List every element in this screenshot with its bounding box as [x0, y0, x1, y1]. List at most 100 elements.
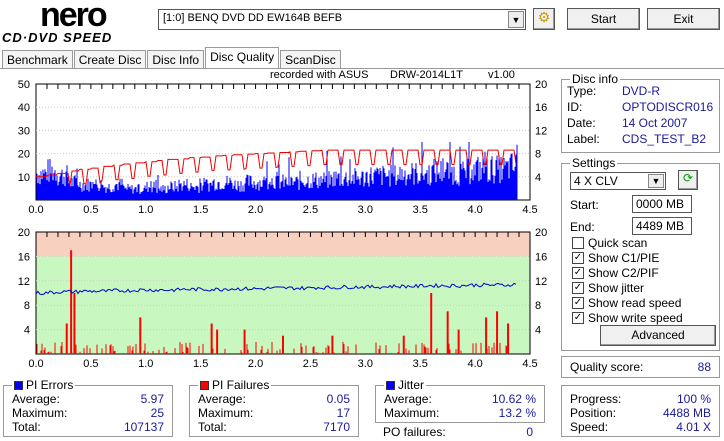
quality-score-group: Quality score: 88 [561, 356, 720, 378]
label: Average: [198, 392, 246, 406]
po-failures-label: PO failures: [383, 425, 446, 439]
label: Total: [12, 420, 41, 434]
disc-info-value: DVD-R [622, 84, 660, 98]
checkbox[interactable]: ✓ [572, 297, 584, 309]
x-tick-label: 3.5 [413, 204, 428, 216]
checkbox-label: Show C2/PIF [588, 266, 659, 280]
checkbox-option[interactable]: ✓ Show write speed [572, 311, 683, 325]
label: Maximum: [198, 406, 254, 420]
pif-total: 7170 [323, 420, 350, 434]
checkbox[interactable]: ✓ [572, 312, 584, 324]
pif-average: 0.05 [326, 392, 350, 406]
tab-disc-info[interactable]: Disc Info [147, 50, 205, 68]
advanced-button[interactable]: Advanced [600, 325, 716, 346]
y-tick-left: 30 [18, 125, 30, 137]
y-tick-right: 4 [535, 172, 541, 184]
disc-info-group: Disc info Type: DVD-R ID: OPTODISCR016 Date:… [561, 72, 720, 153]
pie-average: 5.97 [140, 392, 164, 406]
checkbox[interactable]: ✓ [572, 282, 584, 294]
y-tick-left: 4 [24, 325, 30, 337]
y-tick-right: 20 [535, 227, 547, 239]
drive-select[interactable]: [1:0] BENQ DVD DD EW164B BEFB ▼ [158, 9, 526, 30]
checkbox[interactable]: ✓ [572, 267, 584, 279]
x-tick-label: 0.5 [83, 204, 98, 216]
label: Average: [384, 392, 432, 406]
y-tick-left: 16 [18, 251, 30, 263]
y-tick-left: 20 [18, 149, 30, 161]
nero-logo: nero [40, 0, 108, 34]
end-input[interactable]: 4489 MB [632, 217, 692, 235]
pif-maximum: 17 [336, 406, 350, 420]
y-tick-left: 20 [18, 227, 30, 239]
settings-group: Settings 4 X CLV ▼ ⟳ Start: 0000 MB End: … [561, 156, 720, 351]
exit-button[interactable]: Exit [647, 8, 720, 30]
drive-value: [1:0] BENQ DVD DD EW164B BEFB [163, 12, 343, 24]
jitter-average: 10.62 % [491, 392, 536, 406]
checkbox-option[interactable]: Quick scan [572, 236, 647, 250]
y-tick-right: 12 [535, 125, 547, 137]
quality-score-value: 88 [697, 360, 711, 374]
jitter-group: Jitter Average: 10.62 % Maximum: 13.2 % [375, 378, 545, 423]
x-tick-label: 0.0 [28, 204, 43, 216]
x-tick-label: 1.5 [193, 204, 208, 216]
x-tick-label: 0.0 [28, 358, 43, 370]
jitter-title: Jitter [398, 378, 425, 392]
position-value: 4488 MB [662, 406, 711, 420]
tab-benchmark[interactable]: Benchmark [2, 50, 73, 68]
chevron-down-icon[interactable]: ▼ [508, 11, 524, 28]
checkbox-option[interactable]: ✓ Show C2/PIF [572, 266, 659, 280]
speed-value: 4 X CLV [574, 174, 618, 188]
pi-errors-color-icon [14, 381, 23, 391]
y-tick-left: 12 [18, 276, 30, 288]
drive-settings-icon[interactable]: ⚙ [533, 8, 555, 30]
tab-disc-quality[interactable]: Disc Quality [205, 47, 280, 68]
speed-value: 4.01 X [676, 420, 711, 434]
disc-info-key: ID: [567, 100, 583, 114]
po-failures-value: 0 [526, 425, 533, 439]
x-tick-label: 1.5 [193, 358, 208, 370]
disc-info-value: OPTODISCR016 [622, 100, 714, 114]
checkbox-option[interactable]: ✓ Show C1/PIE [572, 251, 659, 265]
recorder-version: v1.00 [488, 69, 515, 81]
pi-failures-group: PI Failures Average: 0.05 Maximum: 17 Tota… [189, 378, 359, 437]
start-button[interactable]: Start [567, 8, 640, 30]
y-tick-left: 40 [18, 102, 30, 114]
pi-errors-title: PI Errors [26, 378, 74, 392]
y-tick-left: 10 [18, 172, 30, 184]
x-tick-label: 3.0 [358, 358, 373, 370]
disc-info-key: Label: [567, 132, 600, 146]
x-tick-label: 2.5 [303, 358, 318, 370]
x-tick-label: 2.0 [248, 358, 263, 370]
checkbox[interactable] [572, 237, 584, 249]
jitter-line [35, 282, 517, 295]
disc-info-value: 14 Oct 2007 [622, 116, 688, 130]
recorder-drive: DRW-2014L1T [390, 69, 463, 81]
checkbox[interactable]: ✓ [572, 252, 584, 264]
pie-maximum: 25 [150, 406, 164, 420]
chevron-down-icon[interactable]: ▼ [648, 174, 664, 188]
checkbox-option[interactable]: ✓ Show jitter [572, 281, 644, 295]
tab-scandisc[interactable]: ScanDisc [280, 50, 341, 68]
disc-info-key: Date: [567, 116, 596, 130]
speed-select[interactable]: 4 X CLV ▼ [570, 172, 666, 190]
read-speed-line [36, 149, 517, 186]
pi-failures-color-icon [200, 381, 209, 391]
end-label: End: [570, 220, 595, 234]
jitter-maximum: 13.2 % [498, 406, 536, 420]
pie-total: 107137 [123, 420, 164, 434]
label: Speed: [570, 420, 609, 434]
settings-title: Settings [570, 156, 618, 170]
recorded-with: recorded with ASUS [270, 69, 369, 81]
quality-score-label: Quality score: [570, 360, 644, 374]
y-tick-right: 16 [535, 251, 547, 263]
cd-dvd-speed-logo: CD·DVD SPEED [2, 30, 113, 45]
x-tick-label: 4.0 [467, 204, 482, 216]
tab-create-disc[interactable]: Create Disc [73, 50, 147, 68]
refresh-icon[interactable]: ⟳ [678, 170, 698, 190]
checkbox-option[interactable]: ✓ Show read speed [572, 296, 681, 310]
start-input[interactable]: 0000 MB [632, 195, 692, 213]
checkbox-label: Show C1/PIE [588, 251, 660, 265]
disc-info-title: Disc info [570, 72, 621, 86]
checkbox-label: Show write speed [588, 311, 683, 325]
pi-errors-group: PI Errors Average: 5.97 Maximum: 25 Total:… [3, 378, 173, 437]
